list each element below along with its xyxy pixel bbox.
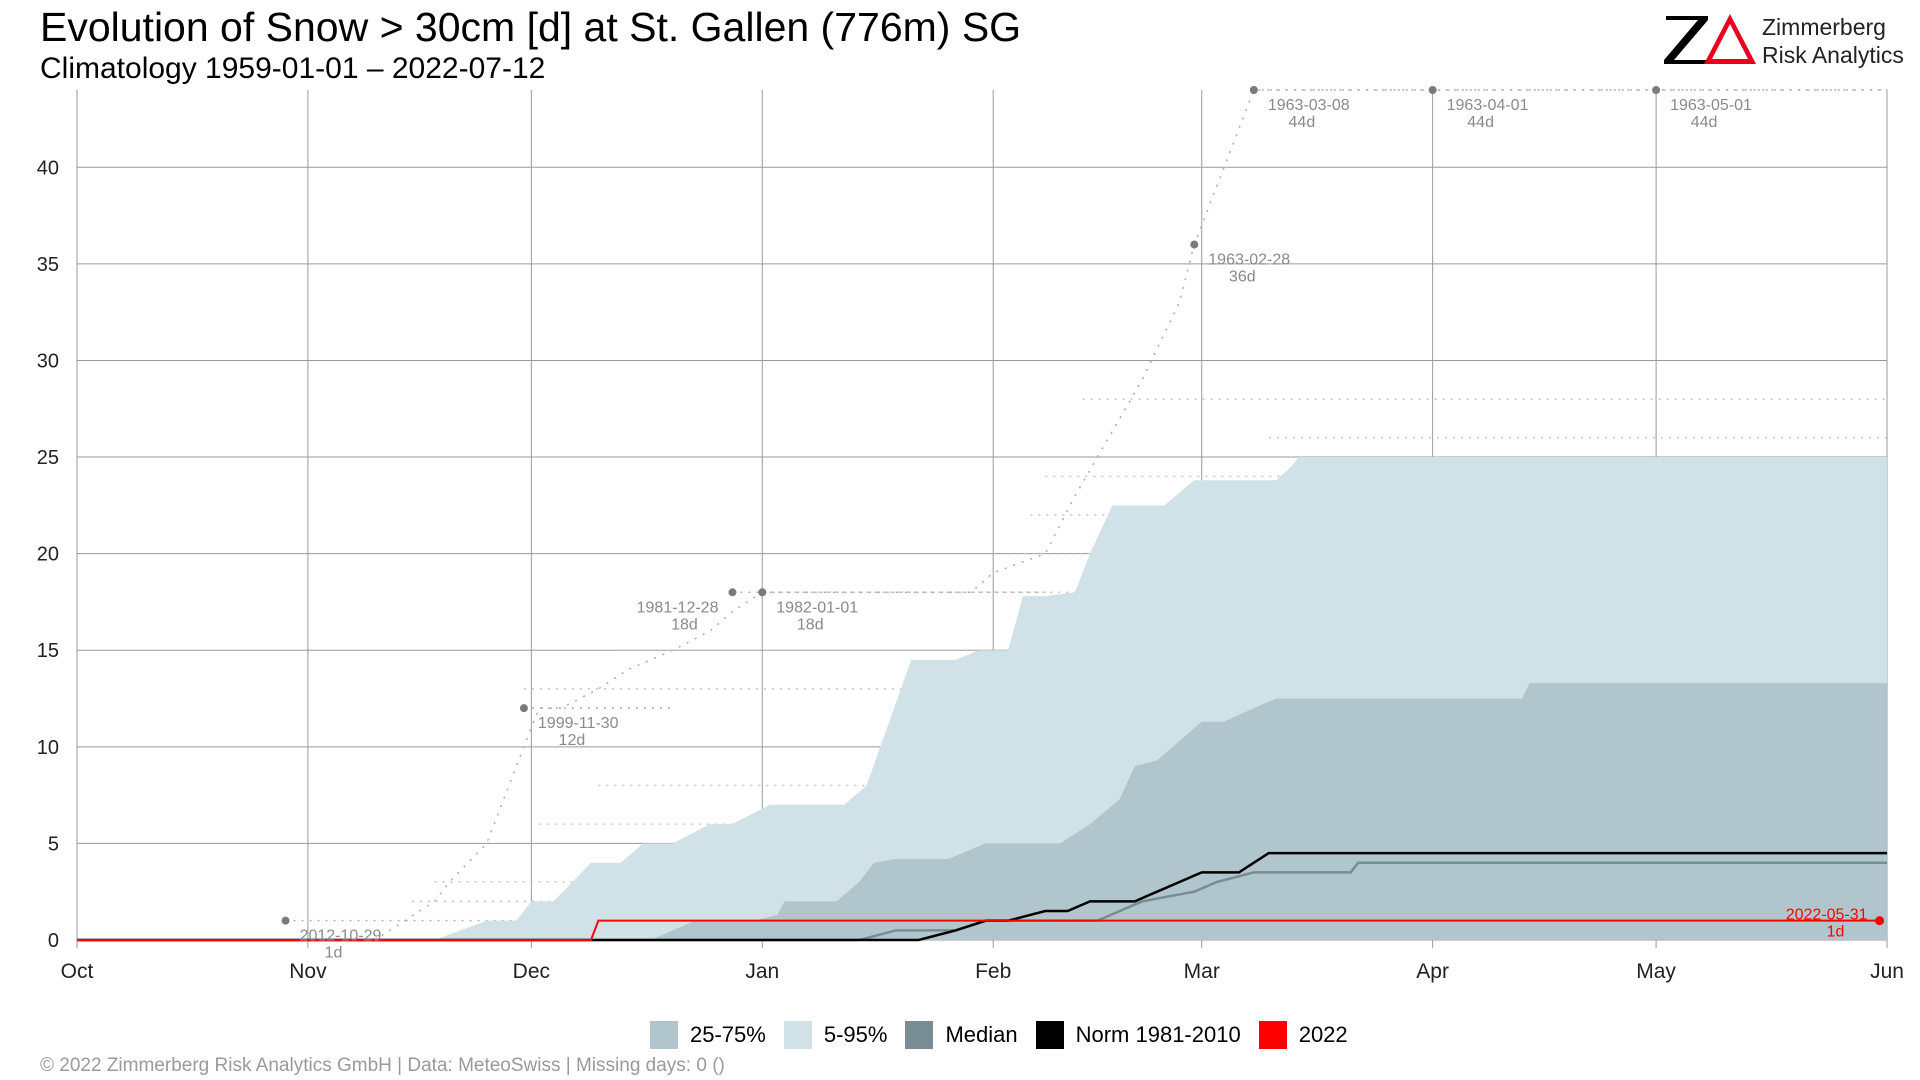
chart-legend: 25-75% 5-95% Median Norm 1981-2010 2022 bbox=[650, 1020, 1366, 1050]
logo-delta-mark bbox=[1704, 14, 1756, 64]
record-markers: 2012-10-291d1999-11-3012d1981-12-2818d19… bbox=[281, 86, 1885, 962]
legend-item-2022: 2022 bbox=[1258, 1021, 1348, 1049]
y-tick-label: 5 bbox=[48, 833, 59, 855]
chart-subtitle: Climatology 1959-01-01 – 2022-07-12 bbox=[40, 52, 546, 85]
record-point bbox=[728, 588, 737, 597]
y-tick-label: 40 bbox=[37, 157, 59, 179]
record-point bbox=[1652, 86, 1661, 94]
record-value-label: 1d bbox=[325, 945, 343, 962]
current-point bbox=[1875, 916, 1885, 926]
legend-label-p5-95: 5-95% bbox=[823, 1022, 888, 1047]
logo-z-mark bbox=[1664, 16, 1710, 64]
y-tick-label: 35 bbox=[37, 254, 59, 276]
record-value-label: 44d bbox=[1467, 114, 1494, 131]
band-25-75-area bbox=[77, 683, 1887, 940]
norm-1981-2010-line bbox=[77, 851, 1887, 942]
record-value-label: 36d bbox=[1229, 269, 1256, 286]
record-value-label: 12d bbox=[559, 732, 586, 749]
x-tick-label: Apr bbox=[1416, 960, 1449, 983]
y-tick-label: 25 bbox=[37, 447, 59, 469]
x-tick-label: Jun bbox=[1870, 960, 1904, 983]
x-tick-label: Dec bbox=[513, 960, 550, 983]
y-tick-label: 0 bbox=[48, 930, 59, 952]
x-tick-label: Nov bbox=[289, 960, 327, 983]
record-date-label: 1963-02-28 bbox=[1208, 252, 1290, 269]
legend-swatch-norm bbox=[1035, 1021, 1064, 1049]
legend-swatch-p5-95 bbox=[783, 1021, 812, 1049]
legend-item-p5-95: 5-95% bbox=[783, 1021, 888, 1049]
record-point bbox=[758, 588, 767, 597]
record-value-label: 44d bbox=[1289, 114, 1316, 131]
record-point bbox=[281, 916, 290, 925]
record-date-label: 1981-12-28 bbox=[637, 599, 719, 616]
record-point bbox=[1428, 86, 1437, 94]
record-date-label: 1963-05-01 bbox=[1670, 97, 1752, 114]
copyright-footer: © 2022 Zimmerberg Risk Analytics GmbH | … bbox=[40, 1055, 725, 1076]
x-tick-label: Oct bbox=[61, 960, 94, 983]
legend-label-median: Median bbox=[945, 1022, 1018, 1047]
record-date-label: 1963-04-01 bbox=[1447, 97, 1529, 114]
axis-labels: 0 5 10 15 20 25 30 35 40 Oct Nov Dec Jan Feb Mar Apr May… bbox=[37, 157, 1904, 983]
record-value-label: 18d bbox=[797, 616, 824, 633]
logo-text-line2: Risk Analytics bbox=[1762, 42, 1904, 68]
legend-item-median: Median bbox=[905, 1021, 1018, 1049]
y-tick-label: 10 bbox=[37, 737, 59, 759]
chart-title: Evolution of Snow > 30cm [d] at St. Gall… bbox=[40, 4, 1022, 50]
legend-label-2022: 2022 bbox=[1298, 1022, 1348, 1047]
current-date-label: 2022-05-31 bbox=[1786, 907, 1868, 924]
company-logo: Zimmerberg Risk Analytics bbox=[1660, 8, 1904, 70]
record-value-label: 44d bbox=[1691, 114, 1718, 131]
y-tick-label: 20 bbox=[37, 544, 59, 566]
snow-days-chart: 2012-10-291d1999-11-3012d1981-12-2818d19… bbox=[37, 86, 1904, 983]
x-tick-label: Jan bbox=[745, 960, 779, 983]
logo-text-line1: Zimmerberg bbox=[1762, 14, 1886, 40]
median-line bbox=[77, 861, 1887, 942]
x-tick-label: Feb bbox=[975, 960, 1011, 983]
record-date-label: 1963-03-08 bbox=[1268, 97, 1350, 114]
percentile-bands bbox=[77, 457, 1887, 940]
series-lines bbox=[77, 851, 1887, 942]
legend-swatch-2022 bbox=[1258, 1021, 1287, 1049]
x-tick-label: Mar bbox=[1184, 960, 1220, 983]
record-point bbox=[1190, 240, 1199, 249]
record-value-label: 18d bbox=[671, 616, 698, 633]
legend-label-norm: Norm 1981-2010 bbox=[1075, 1022, 1241, 1047]
record-date-label: 2012-10-29 bbox=[300, 928, 382, 945]
y-tick-label: 30 bbox=[37, 350, 59, 372]
za-logo-icon bbox=[1664, 14, 1756, 64]
record-date-label: 1999-11-30 bbox=[538, 715, 619, 732]
legend-swatch-iqr bbox=[650, 1021, 678, 1049]
record-date-label: 1982-01-01 bbox=[776, 599, 858, 616]
current-value-label: 1d bbox=[1827, 924, 1845, 941]
legend-item-norm: Norm 1981-2010 bbox=[1035, 1021, 1241, 1049]
season-2022-line bbox=[77, 919, 1880, 941]
record-point bbox=[519, 704, 528, 713]
x-tick-label: May bbox=[1636, 960, 1676, 983]
y-tick-label: 15 bbox=[37, 640, 59, 662]
legend-swatch-median bbox=[905, 1021, 934, 1049]
record-point bbox=[1249, 86, 1258, 94]
legend-item-iqr: 25-75% bbox=[650, 1021, 766, 1049]
legend-label-iqr: 25-75% bbox=[690, 1022, 766, 1047]
